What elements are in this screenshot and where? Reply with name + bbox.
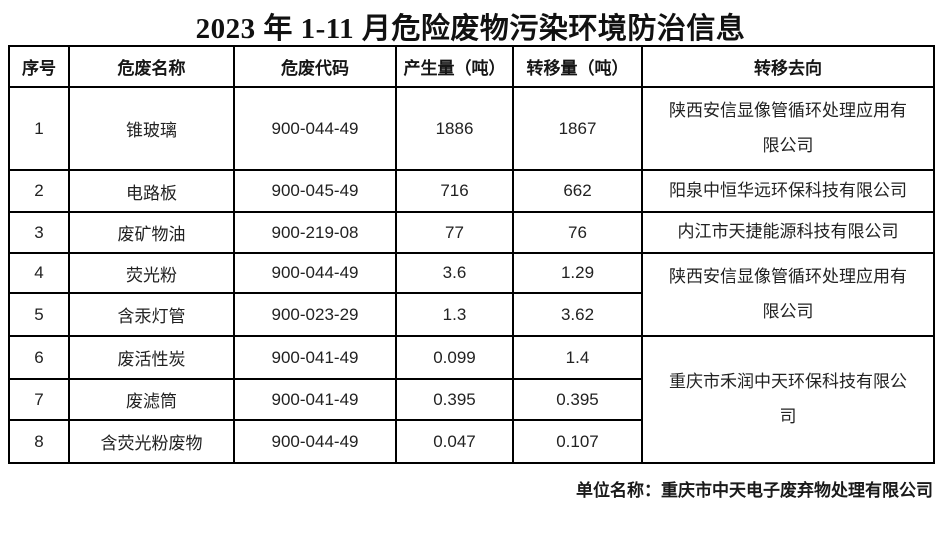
cell-waste-code: 900-023-29 [233,292,397,337]
header-destination: 转移去向 [641,45,935,88]
cell-waste-code: 900-041-49 [233,335,397,380]
cell-destination: 陕西安信显像管循环处理应用有限公司 [641,86,935,171]
table-row: 5 含汞灯管 900-023-29 1.3 3.62 [8,292,934,337]
table-row: 4 荧光粉 900-044-49 3.6 1.29 陕西安信显像管循环处理应用有… [8,252,935,337]
cell-produced: 1886 [395,86,514,171]
cell-seq: 8 [8,419,70,464]
table-row: 7 废滤筒 900-041-49 0.395 0.395 [8,378,934,421]
table-header-row: 序号 危废名称 危废代码 产生量（吨） 转移量（吨） 转移去向 [8,45,935,88]
cell-waste-code: 900-044-49 [233,252,397,294]
cell-waste-name: 含荧光粉废物 [68,419,235,464]
unit-name-footer: 单位名称：重庆市中天电子废弃物处理有限公司 [576,481,933,500]
header-seq: 序号 [8,45,70,88]
cell-destination: 内江市天捷能源科技有限公司 [641,211,935,254]
cell-produced: 0.395 [395,378,514,421]
header-transferred: 转移量（吨） [512,45,643,88]
cell-seq: 7 [8,378,70,421]
cell-waste-code: 900-219-08 [233,211,397,254]
cell-seq: 2 [8,169,70,213]
cell-waste-code: 900-044-49 [233,86,397,171]
cell-produced: 77 [395,211,514,254]
cell-waste-name: 电路板 [68,169,235,213]
cell-destination-merged: 陕西安信显像管循环处理应用有限公司 [641,252,935,337]
cell-transferred: 1.29 [512,252,643,294]
cell-transferred: 0.395 [512,378,643,421]
cell-seq: 5 [8,292,70,337]
cell-waste-code: 900-044-49 [233,419,397,464]
cell-produced: 3.6 [395,252,514,294]
table-row: 8 含荧光粉废物 900-044-49 0.047 0.107 [8,419,934,464]
cell-produced: 716 [395,169,514,213]
cell-seq: 6 [8,335,70,380]
cell-seq: 4 [8,252,70,294]
cell-seq: 1 [8,86,70,171]
header-produced: 产生量（吨） [395,45,514,88]
cell-produced: 0.099 [395,335,514,380]
hazardous-waste-table: 序号 危废名称 危废代码 产生量（吨） 转移量（吨） 转移去向 1 锥玻璃 90… [8,45,935,464]
cell-waste-name: 废矿物油 [68,211,235,254]
cell-transferred: 0.107 [512,419,643,464]
cell-waste-name: 锥玻璃 [68,86,235,171]
cell-transferred: 1867 [512,86,643,171]
table-row: 1 锥玻璃 900-044-49 1886 1867 陕西安信显像管循环处理应用… [8,86,935,171]
table-row: 6 废活性炭 900-041-49 0.099 1.4 重庆市禾润中天环保科技有… [8,335,935,464]
cell-waste-name: 废活性炭 [68,335,235,380]
cell-produced: 1.3 [395,292,514,337]
cell-transferred: 1.4 [512,335,643,380]
cell-waste-code: 900-045-49 [233,169,397,213]
table-row: 2 电路板 900-045-49 716 662 阳泉中恒华远环保科技有限公司 [8,169,935,213]
cell-waste-name: 废滤筒 [68,378,235,421]
page-title: 2023 年 1-11 月危险废物污染环境防治信息 [195,13,746,45]
header-waste-code: 危废代码 [233,45,397,88]
cell-transferred: 3.62 [512,292,643,337]
cell-destination-merged: 重庆市禾润中天环保科技有限公司 [641,335,935,464]
header-waste-name: 危废名称 [68,45,235,88]
cell-waste-code: 900-041-49 [233,378,397,421]
cell-waste-name: 含汞灯管 [68,292,235,337]
cell-transferred: 662 [512,169,643,213]
cell-destination: 阳泉中恒华远环保科技有限公司 [641,169,935,213]
cell-waste-name: 荧光粉 [68,252,235,294]
cell-produced: 0.047 [395,419,514,464]
cell-transferred: 76 [512,211,643,254]
table-row: 3 废矿物油 900-219-08 77 76 内江市天捷能源科技有限公司 [8,211,935,254]
cell-seq: 3 [8,211,70,254]
